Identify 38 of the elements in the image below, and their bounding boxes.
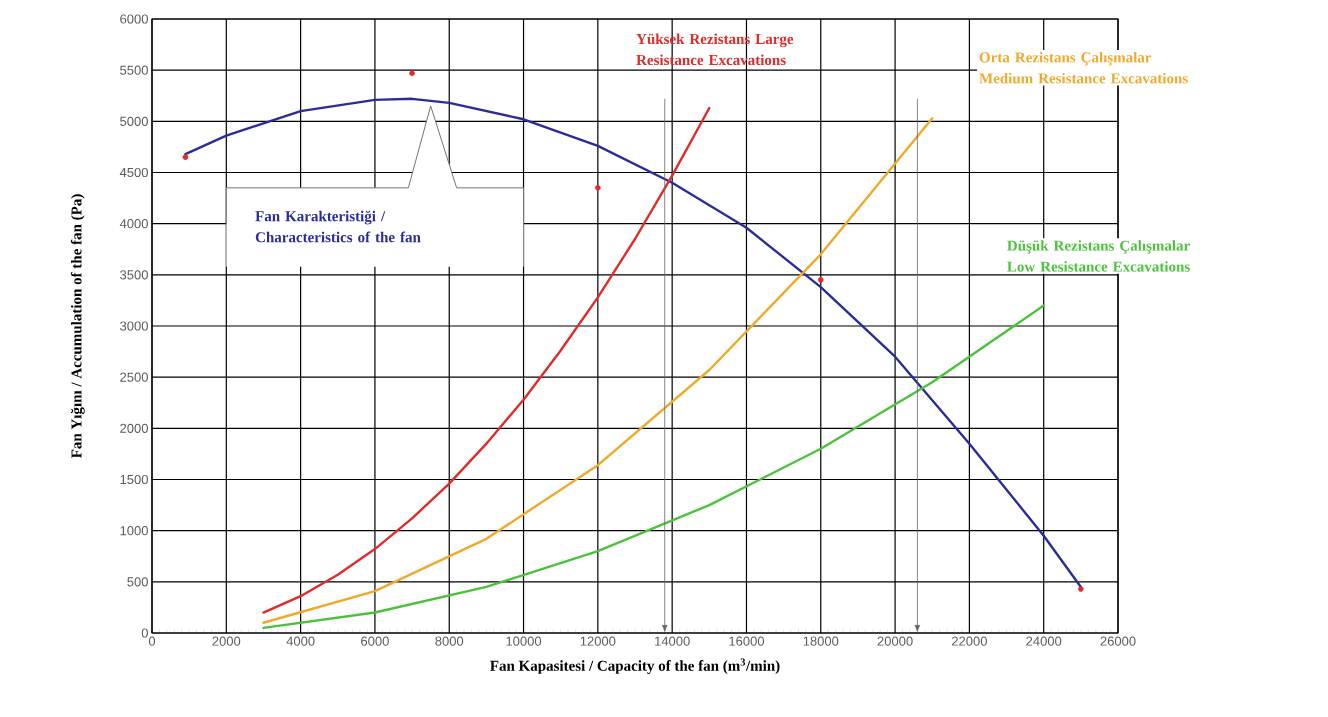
y-tick-label: 2000 <box>120 423 148 433</box>
y-axis-title: Fan Yığını / Accumulation of the fan (Pa) <box>70 194 85 459</box>
y-tick-label: 0 <box>141 628 148 638</box>
point <box>817 277 824 283</box>
y-tick-label: 500 <box>127 577 148 587</box>
x-tick-label: 0 <box>148 636 156 646</box>
x-tick-label: 12000 <box>580 636 616 646</box>
point <box>409 70 415 77</box>
x-tick-label: 14000 <box>655 636 690 646</box>
text: Orta Rezistans Çalışmalar Medium Resistance Excavations <box>979 51 1188 84</box>
x-tick-label: 24000 <box>1026 636 1062 646</box>
y-tick-label: 4500 <box>119 167 148 178</box>
x-tick-label: 4000 <box>286 636 315 646</box>
text: Düşük Rezistans Çalışmalar Low Resistance Excavations <box>1007 240 1190 272</box>
x-tick-label: 16000 <box>729 636 765 646</box>
point <box>1078 586 1084 592</box>
y-tick-label: 4000 <box>119 219 148 229</box>
y-tick-label: 5500 <box>120 65 148 75</box>
x-tick-label: 20000 <box>877 636 913 646</box>
x-tick-label: 2000 <box>212 636 241 646</box>
x-tick-label: 10000 <box>506 636 542 646</box>
x-axis-title: Fan Kapasitesi / Capacity of the fan (m$^{3}$/min) <box>490 658 780 674</box>
y-tick-label: 2500 <box>120 372 148 382</box>
line-series <box>262 304 1045 630</box>
y-tick-label: 5000 <box>120 116 148 126</box>
x-tick-label: 18000 <box>803 636 839 646</box>
point <box>182 154 189 160</box>
x-tick-label: 26000 <box>1100 636 1136 646</box>
point <box>595 185 601 191</box>
x-tick-label: 22000 <box>951 636 987 646</box>
x-tick-label: 6000 <box>361 636 389 646</box>
y-tick-label: 3000 <box>120 321 148 331</box>
y-tick-label: 1000 <box>120 526 148 536</box>
y-tick-label: 1500 <box>120 474 148 485</box>
x-tick-label: 8000 <box>435 636 464 646</box>
y-tick-label: 6000 <box>120 14 148 24</box>
text: Fan Karakteristiği / Characteristics of the fan <box>255 210 421 243</box>
y-tick-label: 3500 <box>120 270 148 280</box>
